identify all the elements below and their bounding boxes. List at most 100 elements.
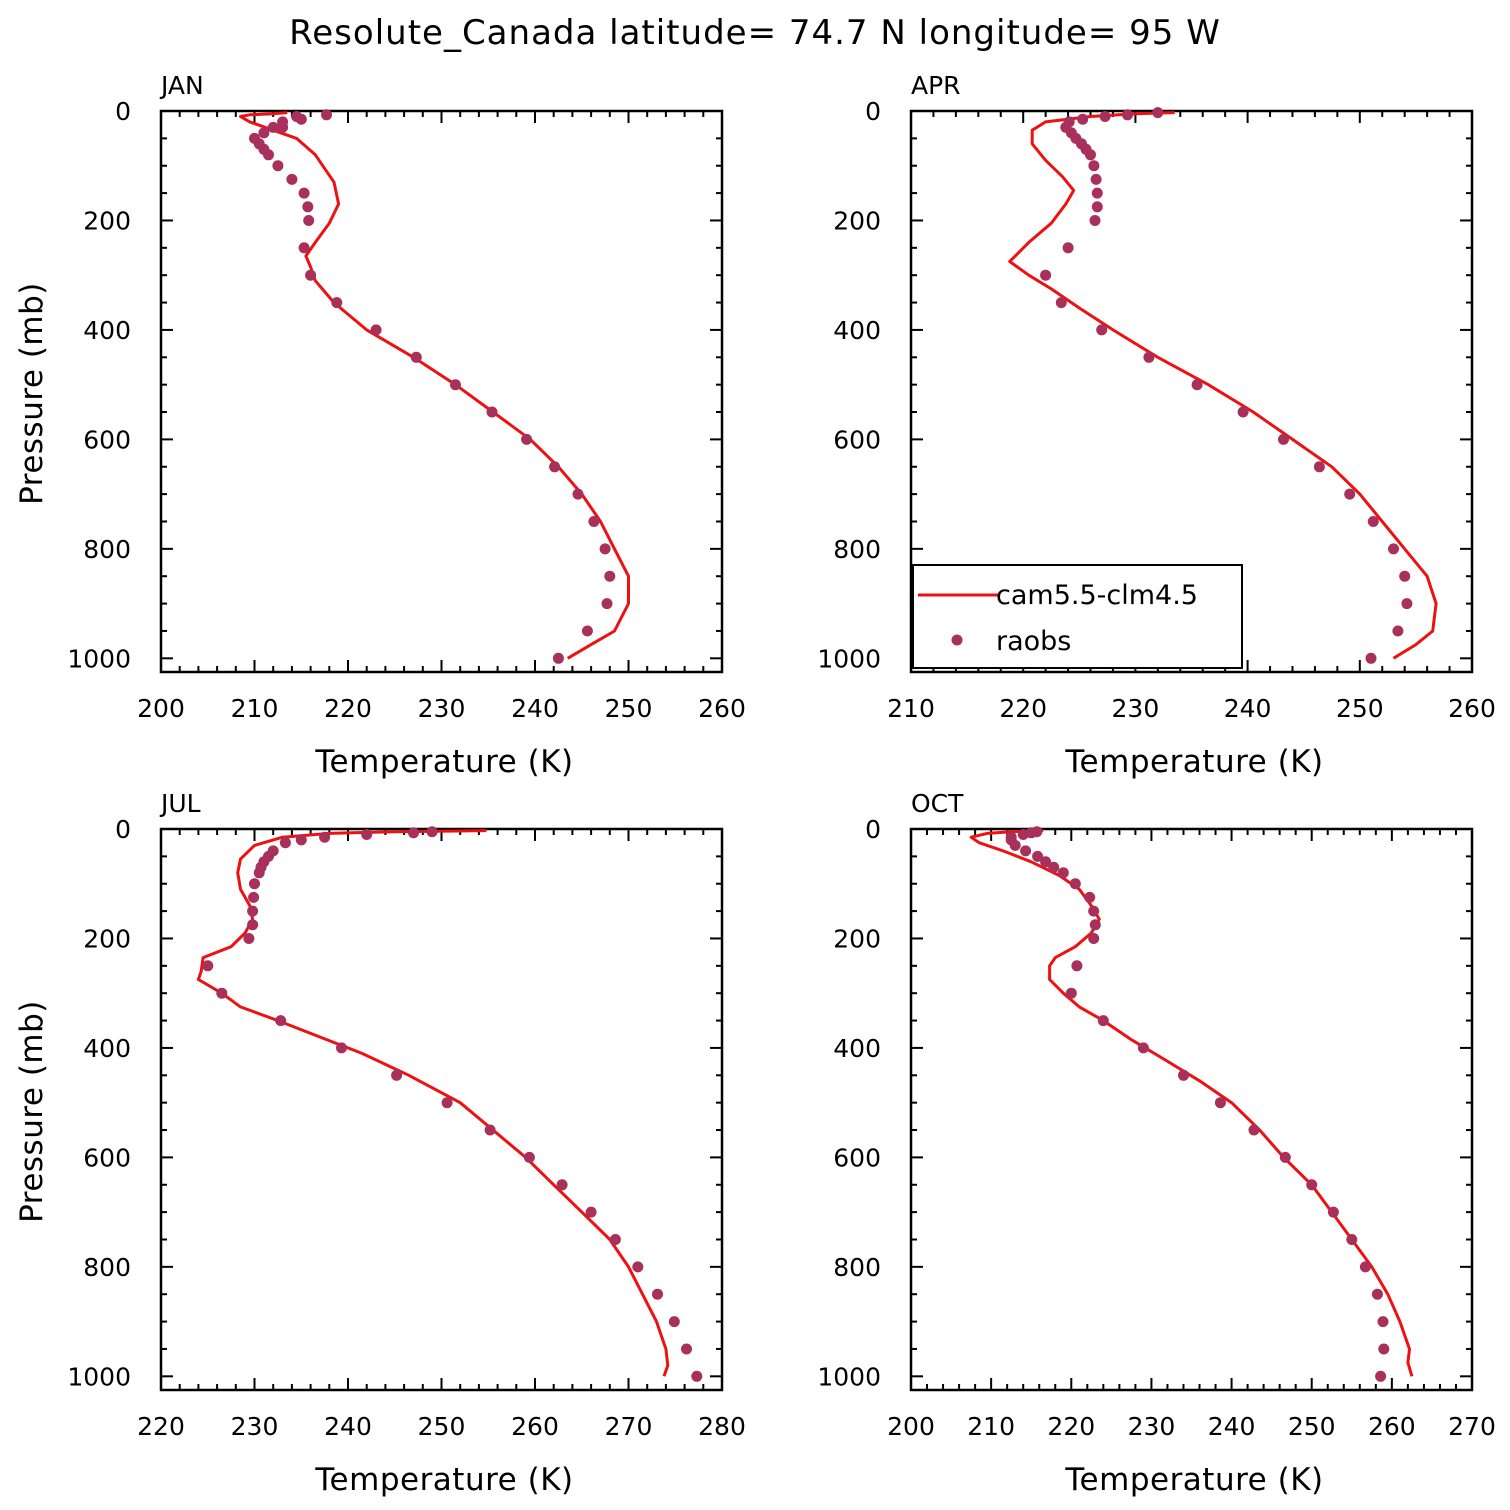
raobs-point [523, 1151, 535, 1163]
raobs-point [1392, 625, 1404, 637]
raobs-point [1371, 1288, 1383, 1300]
raobs-point [249, 878, 260, 890]
y-tick-label: 0 [115, 815, 131, 844]
raobs-point [1399, 570, 1411, 582]
x-tick-label: 210 [887, 694, 935, 723]
y-tick-label: 600 [83, 425, 131, 454]
raobs-point [305, 269, 317, 281]
figure-title: Resolute_Canada latitude= 74.7 N longitu… [289, 13, 1221, 53]
panel-label: OCT [911, 789, 964, 818]
x-tick-label: 210 [231, 694, 279, 723]
y-tick-label: 0 [865, 97, 881, 126]
raobs-point [1401, 598, 1413, 610]
y-tick-label: 600 [833, 1143, 881, 1172]
y-tick-label: 400 [833, 316, 881, 345]
raobs-point [258, 127, 270, 139]
raobs-point [272, 160, 284, 172]
y-tick-label: 600 [833, 425, 881, 454]
raobs-point [1017, 829, 1029, 840]
model-profile-line [969, 829, 1414, 1377]
panel-oct: OCT 200 210 220 230 240 250 260 270 0 200 400 600 800… [817, 789, 1495, 1498]
x-tick-label: 240 [1224, 694, 1272, 723]
panel-label: JAN [159, 71, 204, 100]
raobs-point [279, 837, 291, 849]
raobs-point [1178, 1069, 1189, 1081]
raobs-point [549, 461, 561, 473]
raobs-point [1020, 845, 1032, 857]
raobs-point [585, 1206, 597, 1218]
y-tick-label: 1000 [67, 644, 131, 673]
raobs-point [450, 379, 461, 391]
raobs-point [302, 201, 314, 213]
x-axis-label: Temperature (K) [314, 744, 573, 780]
raobs-point [1152, 107, 1164, 119]
raobs-point [1097, 1015, 1109, 1027]
y-tick-label: 800 [83, 1253, 131, 1282]
legend-box [912, 564, 1243, 669]
raobs-point [652, 1288, 663, 1300]
plot-frame [909, 109, 1474, 674]
raobs-point [253, 867, 265, 879]
raobs-point [319, 831, 331, 843]
y-tick-label: 0 [865, 815, 881, 844]
y-axis-label: Pressure (mb) [14, 282, 50, 505]
raobs-point [391, 1069, 403, 1081]
raobs-point [1048, 861, 1060, 873]
raobs-point [1009, 839, 1021, 851]
raobs-point [247, 905, 259, 917]
raobs-point [295, 834, 307, 846]
raobs-point [410, 351, 422, 363]
raobs-point [604, 570, 616, 582]
raobs-point [1057, 867, 1069, 879]
x-tick-label: 210 [967, 1412, 1015, 1441]
raobs-point [552, 652, 564, 664]
raobs-point [556, 1179, 568, 1191]
raobs-point [408, 827, 419, 839]
raobs-point [1062, 242, 1074, 254]
x-tick-label: 220 [999, 694, 1047, 723]
raobs-point [601, 598, 613, 610]
x-tick-label: 220 [137, 1412, 185, 1441]
raobs-point [1137, 1042, 1149, 1054]
raobs-point [303, 215, 315, 226]
raobs-point [486, 406, 498, 418]
x-tick-label: 260 [1448, 694, 1496, 723]
raobs-point [1214, 1097, 1226, 1109]
raobs-point [267, 121, 279, 133]
raobs-point [1088, 905, 1100, 917]
model-profile-line [1008, 111, 1438, 660]
raobs-point [521, 433, 533, 445]
legend-dot-swatch [951, 634, 963, 646]
raobs-point [1367, 516, 1379, 527]
x-tick-label: 250 [605, 694, 653, 723]
raobs-point [1191, 379, 1203, 391]
y-tick-label: 200 [83, 924, 131, 953]
panel-label: JUL [159, 789, 201, 818]
raobs-point [1278, 433, 1289, 445]
raobs-point [1091, 187, 1103, 199]
raobs-point [1040, 269, 1052, 281]
raobs-point [277, 121, 289, 133]
y-tick-label: 800 [833, 1253, 881, 1282]
raobs-point [1237, 406, 1249, 418]
raobs-point [581, 625, 593, 637]
panel-label: APR [911, 71, 961, 100]
raobs-point [1088, 160, 1100, 172]
raobs-point [336, 1042, 347, 1054]
raobs-point [484, 1124, 496, 1136]
raobs-point [681, 1343, 692, 1355]
raobs-point [1088, 933, 1100, 944]
x-tick-label: 230 [1128, 1412, 1176, 1441]
raobs-point [1122, 109, 1133, 121]
model-profile-line [196, 829, 670, 1377]
legend: cam5.5-clm4.5 raobs [912, 564, 1243, 669]
y-tick-label: 200 [83, 206, 131, 235]
raobs-point [202, 960, 214, 972]
y-tick-label: 800 [83, 535, 131, 564]
y-tick-label: 400 [833, 1034, 881, 1063]
raobs-point [691, 1370, 703, 1382]
raobs-point [1378, 1343, 1390, 1355]
raobs-point [331, 297, 343, 309]
